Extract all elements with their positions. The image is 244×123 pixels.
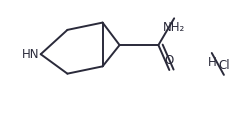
Text: H: H — [207, 56, 216, 69]
Text: NH₂: NH₂ — [163, 21, 185, 34]
Text: O: O — [165, 54, 174, 67]
Text: HN: HN — [22, 48, 40, 61]
Text: Cl: Cl — [218, 59, 230, 72]
